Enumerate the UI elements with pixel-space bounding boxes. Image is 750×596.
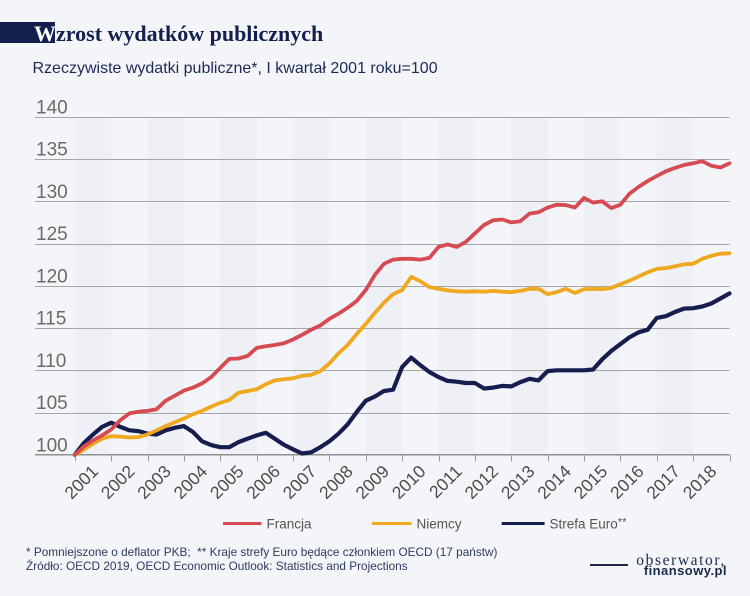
svg-text:2008: 2008 [315,461,357,503]
svg-text:140: 140 [36,97,68,118]
svg-text:2014: 2014 [533,461,575,503]
svg-text:2015: 2015 [570,461,612,503]
svg-text:2006: 2006 [242,461,284,503]
svg-text:Niemcy: Niemcy [417,517,462,532]
svg-text:2004: 2004 [170,461,212,503]
svg-text:2005: 2005 [206,461,248,503]
svg-text:Francja: Francja [267,517,313,532]
svg-text:2016: 2016 [606,461,648,503]
svg-text:2018: 2018 [679,461,721,503]
svg-text:2007: 2007 [279,461,321,503]
svg-text:2017: 2017 [642,461,684,503]
svg-text:2003: 2003 [133,461,175,503]
svg-text:Strefa Euro**: Strefa Euro** [550,517,628,532]
svg-text:2012: 2012 [461,461,503,503]
svg-text:2011: 2011 [425,461,466,502]
svg-text:2013: 2013 [497,461,539,503]
svg-text:105: 105 [36,393,68,414]
svg-text:2010: 2010 [388,461,430,503]
svg-text:135: 135 [36,140,68,161]
svg-text:110: 110 [36,351,66,372]
svg-text:120: 120 [36,266,68,287]
svg-text:115: 115 [36,309,66,330]
svg-text:130: 130 [36,182,68,203]
svg-text:2002: 2002 [97,461,139,503]
svg-text:125: 125 [36,224,68,245]
svg-text:2001: 2001 [60,461,102,503]
svg-text:100: 100 [36,435,68,456]
svg-text:2009: 2009 [351,461,393,503]
